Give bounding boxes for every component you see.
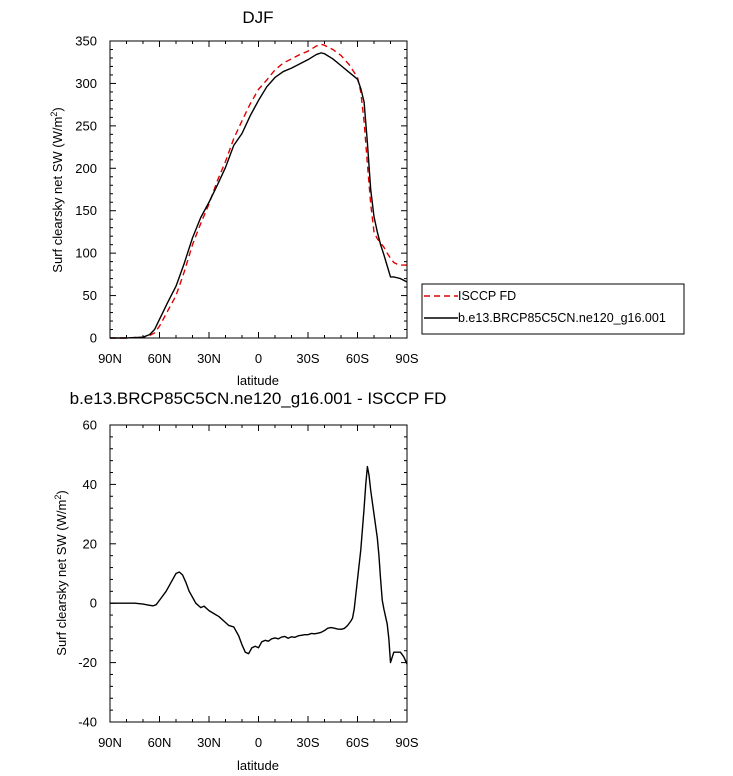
top-y-axis-label-close: ) xyxy=(50,107,65,111)
top-x-axis-label: latitude xyxy=(237,373,279,388)
legend-label-model: b.e13.BRCP85C5CN.ne120_g16.001 xyxy=(458,311,666,325)
top-y-tick-label: 300 xyxy=(75,76,97,91)
top-y-axis-label-main: Surf clearsky net SW (W/m xyxy=(50,117,65,273)
top-x-tick-label: 90S xyxy=(395,351,418,366)
top-y-axis-label: Surf clearsky net SW (W/m2) xyxy=(49,107,65,272)
top-plot-frame xyxy=(109,40,408,339)
top-series-group xyxy=(110,43,408,339)
top-series-line-isccp xyxy=(110,43,407,339)
bottom-axes: 90N 60N 30N 0 30S 60S 90S -40 -20 0 20 40 60 xyxy=(78,418,419,751)
bottom-y-tick-label: -20 xyxy=(78,655,97,670)
bottom-y-axis-label-main: Surf clearsky net SW (W/m xyxy=(54,500,69,656)
bottom-x-tick-label: 60S xyxy=(346,735,369,750)
bottom-x-axis-label: latitude xyxy=(237,758,279,773)
panel-top: DJF 90N 60N 30N 0 30S 60S 90S 0 50 100 150 200 250 30… xyxy=(49,8,685,388)
top-y-axis-label-sup: 2 xyxy=(49,112,59,117)
top-x-tick-label: 90N xyxy=(98,351,122,366)
top-y-tick-label: 50 xyxy=(83,288,97,303)
top-series-line-model xyxy=(110,52,408,339)
bottom-y-axis-label-close: ) xyxy=(54,490,69,494)
bottom-series-line-model xyxy=(110,465,408,665)
top-y-tick-label: 200 xyxy=(75,161,97,176)
legend-label-isccp: ISCCP FD xyxy=(458,289,516,303)
top-y-tick-label: 0 xyxy=(90,331,97,346)
panel-bottom: b.e13.BRCP85C5CN.ne120_g16.001 - ISCCP F… xyxy=(53,389,446,773)
top-title: DJF xyxy=(242,8,273,27)
top-y-tick-label: 350 xyxy=(75,34,97,49)
top-y-tick-label: 250 xyxy=(75,118,97,133)
bottom-y-tick-label: 60 xyxy=(83,418,97,433)
top-x-tick-label: 60S xyxy=(346,351,369,366)
bottom-title: b.e13.BRCP85C5CN.ne120_g16.001 - ISCCP F… xyxy=(70,389,447,408)
bottom-x-tick-label: 30S xyxy=(296,735,319,750)
bottom-y-tick-label: 0 xyxy=(90,596,97,611)
bottom-series-group xyxy=(110,465,408,665)
bottom-y-axis-label-sup: 2 xyxy=(53,495,63,500)
top-axes: 90N 60N 30N 0 30S 60S 90S 0 50 100 150 200 250 300 350 xyxy=(75,34,419,367)
top-x-tick-label: 30S xyxy=(296,351,319,366)
bottom-x-tick-label: 30N xyxy=(197,735,221,750)
bottom-y-tick-label: -40 xyxy=(78,715,97,730)
bottom-y-tick-label: 40 xyxy=(83,477,97,492)
legend-box xyxy=(421,283,685,335)
top-x-tick-label: 0 xyxy=(255,351,262,366)
bottom-y-tick-label: 20 xyxy=(83,536,97,551)
top-x-tick-label: 30N xyxy=(197,351,221,366)
bottom-x-tick-label: 90S xyxy=(395,735,418,750)
top-x-tick-label: 60N xyxy=(148,351,172,366)
bottom-y-axis-label: Surf clearsky net SW (W/m2) xyxy=(53,490,69,655)
legend: ISCCP FD b.e13.BRCP85C5CN.ne120_g16.001 xyxy=(421,283,685,335)
bottom-x-tick-label: 60N xyxy=(148,735,172,750)
bottom-x-tick-label: 90N xyxy=(98,735,122,750)
bottom-plot-frame xyxy=(109,424,408,723)
top-y-tick-label: 100 xyxy=(75,246,97,261)
bottom-x-tick-label: 0 xyxy=(255,735,262,750)
top-y-tick-label: 150 xyxy=(75,203,97,218)
